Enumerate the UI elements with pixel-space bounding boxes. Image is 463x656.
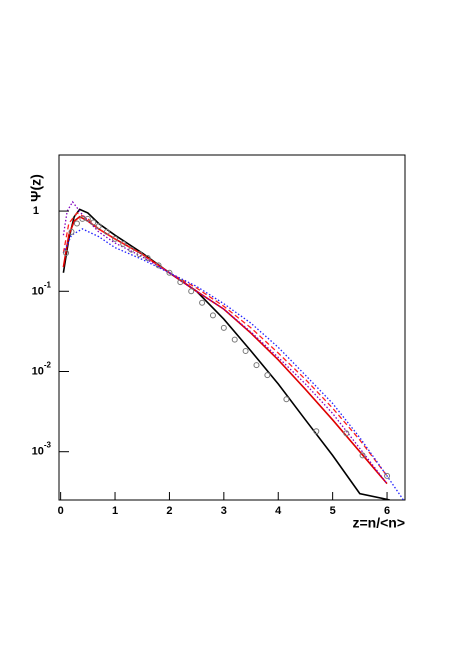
- data-point: [120, 240, 127, 247]
- curve: [62, 215, 388, 485]
- plot-frame: [58, 154, 406, 501]
- data-point: [188, 288, 195, 295]
- curve: [62, 228, 404, 500]
- data-point: [283, 396, 290, 403]
- data-point: [63, 250, 70, 257]
- data-point: [166, 269, 173, 276]
- curve: [62, 208, 390, 500]
- x-tick-label: 1: [112, 505, 118, 517]
- data-point: [103, 228, 110, 235]
- data-point: [144, 254, 151, 261]
- x-axis-label: z=n/<n>: [352, 515, 405, 531]
- data-point: [264, 372, 271, 379]
- y-tick-label: 1: [33, 205, 39, 217]
- plot-area: [62, 200, 404, 500]
- data-point: [313, 428, 320, 435]
- data-point: [73, 220, 80, 227]
- curve: [62, 200, 388, 484]
- data-point: [253, 362, 260, 369]
- y-tick-label: 10-3: [32, 441, 52, 458]
- x-tick-label: 2: [166, 505, 172, 517]
- data-point: [384, 472, 391, 479]
- data-point: [68, 228, 75, 235]
- data-point: [84, 215, 91, 222]
- curve: [62, 212, 388, 477]
- data-point: [136, 251, 143, 258]
- data-point: [95, 223, 102, 230]
- x-tick-label: 5: [330, 505, 336, 517]
- data-point: [343, 430, 350, 437]
- data-point: [177, 279, 184, 286]
- data-point: [242, 348, 249, 355]
- data-point: [359, 452, 366, 459]
- x-tick-label: 6: [384, 505, 390, 517]
- data-point: [199, 299, 206, 306]
- data-point: [220, 324, 227, 331]
- data-point: [90, 219, 97, 226]
- x-tick-label: 3: [221, 505, 227, 517]
- x-tick-label: 4: [275, 505, 282, 517]
- data-point: [209, 312, 216, 319]
- data-point: [128, 246, 135, 253]
- data-point: [155, 262, 162, 269]
- y-tick-label: 10-2: [32, 361, 52, 378]
- x-tick-label: 0: [58, 505, 64, 517]
- y-axis-label: Ψ(z): [28, 174, 44, 202]
- data-point: [231, 336, 238, 343]
- data-point: [112, 235, 119, 242]
- y-tick-label: 10-1: [32, 280, 52, 297]
